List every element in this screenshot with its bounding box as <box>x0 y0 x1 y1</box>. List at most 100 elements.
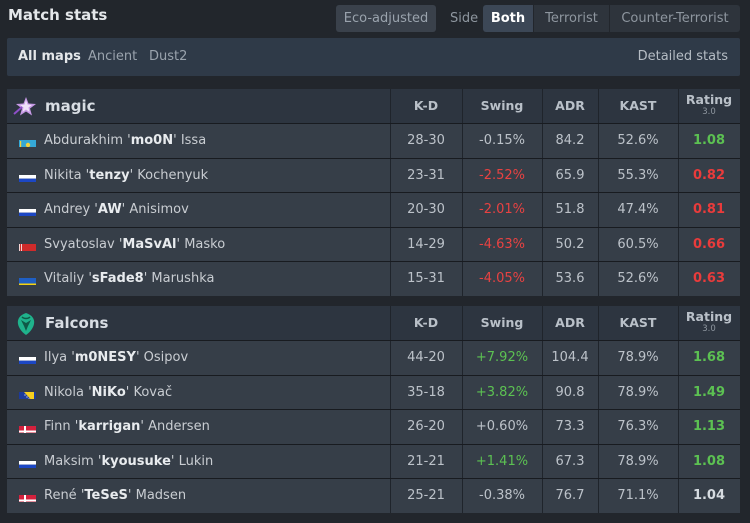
side-terrorist-button[interactable]: Terrorist <box>534 5 609 32</box>
player-first-name: Nikola ' <box>44 384 92 400</box>
rating-header-label: Rating <box>685 92 733 107</box>
player-name[interactable]: Abdurakhim 'mo0N' Issa <box>44 124 206 158</box>
map-tab-ancient[interactable]: Ancient <box>88 49 138 64</box>
adr-value: 76.7 <box>555 488 585 504</box>
swing-value: +3.82% <box>475 384 529 400</box>
map-tab-all-maps[interactable]: All maps <box>18 49 81 64</box>
column-divider <box>598 479 599 513</box>
player-last-name: ' Andersen <box>140 419 210 435</box>
adr-header[interactable]: ADR <box>555 315 585 330</box>
player-row[interactable]: Nikola 'NiKo' Kovač 35-18 +3.82% 90.8 78.9% 1… <box>7 374 740 410</box>
rating-value: 0.66 <box>692 236 726 252</box>
player-row[interactable]: Ilya 'm0NESY' Osipov 44-20 +7.92% 104.4 78.9… <box>7 340 740 375</box>
kd-value: 20-30 <box>407 202 445 218</box>
player-row[interactable]: Svyatoslav 'MaSvAl' Masko 14-29 -4.63% 50.2… <box>7 226 740 262</box>
player-row[interactable]: Andrey 'AW' Anisimov 20-30 -2.01% 51.8 47.4%… <box>7 192 740 227</box>
player-name[interactable]: Svyatoslav 'MaSvAl' Masko <box>44 228 225 262</box>
flag-ukraine-icon <box>19 274 36 286</box>
column-divider <box>390 479 391 513</box>
player-last-name: ' Issa <box>173 133 207 148</box>
player-first-name: René ' <box>44 488 85 504</box>
player-row[interactable]: Abdurakhim 'mo0N' Issa 28-30 -0.15% 84.2 52.… <box>7 123 740 158</box>
team-header: magic K-D Swing ADR KAST Rating 3.0 <box>7 89 740 123</box>
player-name[interactable]: Andrey 'AW' Anisimov <box>44 193 189 227</box>
flag-russia-icon <box>19 353 36 364</box>
swing-value: -2.52% <box>479 167 525 183</box>
player-last-name: ' Osipov <box>135 350 189 365</box>
column-divider <box>390 375 391 410</box>
rating-value: 1.04 <box>692 488 726 504</box>
map-tab-dust2[interactable]: Dust2 <box>149 49 188 64</box>
column-divider <box>390 262 391 296</box>
swing-header[interactable]: Swing <box>480 315 524 330</box>
player-nickname: NiKo <box>91 384 126 400</box>
kast-header[interactable]: KAST <box>619 315 657 330</box>
column-divider <box>598 262 599 296</box>
side-label: Side <box>450 11 479 26</box>
player-row[interactable]: Maksim 'kyousuke' Lukin 21-21 +1.41% 67.3 78… <box>7 443 740 479</box>
adr-value: 65.9 <box>555 167 585 183</box>
column-divider <box>598 444 599 479</box>
rating-header[interactable]: Rating 3.0 <box>678 89 740 119</box>
column-divider <box>678 158 679 193</box>
column-divider <box>598 341 599 375</box>
column-divider <box>598 89 599 123</box>
player-last-name: ' Marushka <box>143 271 215 287</box>
column-divider <box>542 341 543 375</box>
column-divider <box>542 306 543 340</box>
column-divider <box>542 89 543 123</box>
column-divider <box>598 193 599 227</box>
player-name[interactable]: Maksim 'kyousuke' Lukin <box>44 445 213 479</box>
rating-value: 1.13 <box>692 419 726 435</box>
map-selector-bar: All maps Ancient Dust2 Detailed stats <box>7 38 740 76</box>
column-divider <box>390 158 391 193</box>
swing-value: -0.15% <box>479 133 525 148</box>
adr-header[interactable]: ADR <box>555 98 585 113</box>
rating-value: 1.49 <box>692 384 726 400</box>
eco-adjusted-toggle[interactable]: Eco-adjusted <box>336 5 436 32</box>
kast-value: 55.3% <box>617 167 659 183</box>
player-row[interactable]: Nikita 'tenzy' Kochenyuk 23-31 -2.52% 65.9 5… <box>7 157 740 193</box>
swing-value: +0.60% <box>475 419 529 435</box>
column-divider <box>542 410 543 444</box>
kd-header[interactable]: K-D <box>413 315 439 330</box>
kd-value: 26-20 <box>407 419 445 435</box>
player-row[interactable]: René 'TeSeS' Madsen 25-21 -0.38% 76.7 71.1% 1… <box>7 478 740 513</box>
flag-bosnia-icon <box>19 388 36 399</box>
player-first-name: Maksim ' <box>44 453 102 469</box>
kd-header[interactable]: K-D <box>413 98 439 113</box>
column-divider <box>598 410 599 444</box>
player-name[interactable]: Ilya 'm0NESY' Osipov <box>44 341 188 375</box>
column-divider <box>390 444 391 479</box>
rating-value: 1.08 <box>692 453 726 469</box>
player-row[interactable]: Finn 'karrigan' Andersen 26-20 +0.60% 73.3 7… <box>7 409 740 444</box>
column-divider <box>542 444 543 479</box>
kast-value: 76.3% <box>617 419 659 435</box>
team-name[interactable]: magic <box>45 97 96 115</box>
player-name[interactable]: René 'TeSeS' Madsen <box>44 479 186 513</box>
rating-header[interactable]: Rating 3.0 <box>678 306 740 336</box>
match-stats-header: Match stats Eco-adjusted Side Both Terro… <box>0 0 750 36</box>
player-last-name: ' Masko <box>176 236 226 252</box>
column-divider <box>390 193 391 227</box>
team-name[interactable]: Falcons <box>45 314 109 332</box>
player-name[interactable]: Vitaliy 'sFade8' Marushka <box>44 262 214 296</box>
side-counter-terrorist-button[interactable]: Counter-Terrorist <box>610 5 740 32</box>
column-divider <box>542 193 543 227</box>
flag-russia-icon <box>19 205 36 217</box>
column-divider <box>542 158 543 193</box>
column-divider <box>462 158 463 193</box>
detailed-stats-link[interactable]: Detailed stats <box>637 49 728 64</box>
player-name[interactable]: Nikola 'NiKo' Kovač <box>44 376 172 410</box>
player-nickname: kyousuke <box>101 453 171 469</box>
player-name[interactable]: Nikita 'tenzy' Kochenyuk <box>44 159 208 193</box>
player-first-name: Svyatoslav ' <box>44 236 123 252</box>
player-name[interactable]: Finn 'karrigan' Andersen <box>44 410 210 444</box>
adr-value: 84.2 <box>555 133 585 148</box>
column-divider <box>542 375 543 410</box>
swing-header[interactable]: Swing <box>480 98 524 113</box>
kast-header[interactable]: KAST <box>619 98 657 113</box>
player-row[interactable]: Vitaliy 'sFade8' Marushka 15-31 -4.05% 53.6… <box>7 261 740 296</box>
side-both-button[interactable]: Both <box>483 5 533 32</box>
rating-header-label: Rating <box>685 309 733 324</box>
